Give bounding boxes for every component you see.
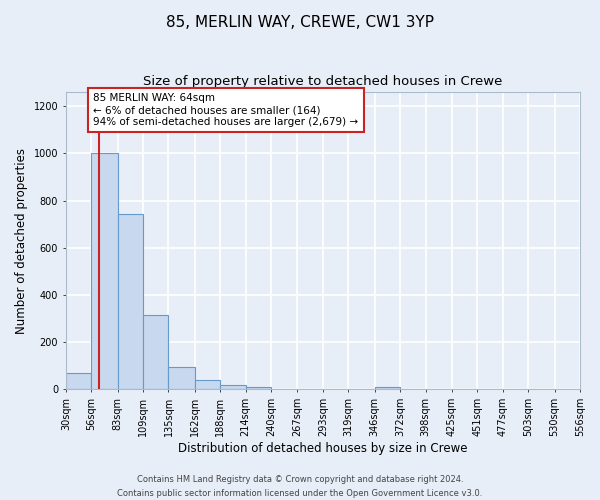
Bar [143,315,169,390]
Bar [91,154,118,390]
Bar [66,373,91,390]
Bar [220,385,245,390]
Bar [375,387,400,390]
Bar [169,367,195,390]
Y-axis label: Number of detached properties: Number of detached properties [15,148,28,334]
Title: Size of property relative to detached houses in Crewe: Size of property relative to detached ho… [143,75,503,88]
Text: 85 MERLIN WAY: 64sqm
← 6% of detached houses are smaller (164)
94% of semi-detac: 85 MERLIN WAY: 64sqm ← 6% of detached ho… [93,94,358,126]
Text: 85, MERLIN WAY, CREWE, CW1 3YP: 85, MERLIN WAY, CREWE, CW1 3YP [166,15,434,30]
Bar [245,387,271,390]
Bar [118,214,143,390]
Bar [195,380,220,390]
Text: Contains HM Land Registry data © Crown copyright and database right 2024.
Contai: Contains HM Land Registry data © Crown c… [118,476,482,498]
X-axis label: Distribution of detached houses by size in Crewe: Distribution of detached houses by size … [178,442,467,455]
